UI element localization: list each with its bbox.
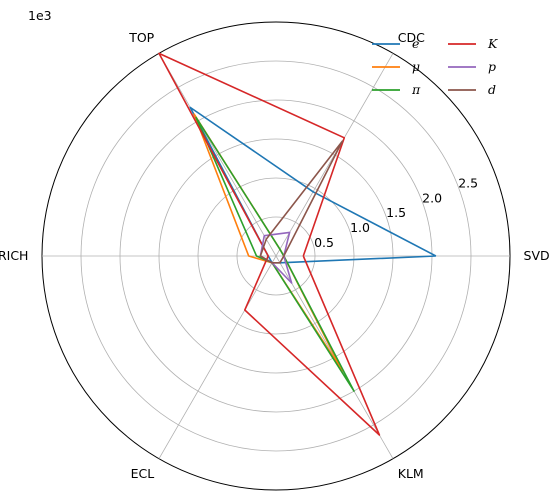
axis-label-klm: KLM <box>398 466 424 481</box>
radial-tick-label: 2.5 <box>458 175 478 190</box>
series-line-3 <box>158 52 381 436</box>
radial-multiplier-label: 1e3 <box>28 8 52 23</box>
radial-tick-label: 2.0 <box>422 190 442 205</box>
radial-tick-label: 0.5 <box>314 235 334 250</box>
legend: eμπ Kpd <box>372 36 498 97</box>
legend-label-2: π <box>411 82 421 97</box>
legend-label-5: d <box>488 82 496 97</box>
series-line-2 <box>195 116 355 392</box>
axis-label-ecl: ECL <box>131 466 155 481</box>
axis-label-top: TOP <box>128 30 154 45</box>
legend-label-0: e <box>412 36 419 51</box>
axis-label-arich: ARICH <box>0 248 28 263</box>
series-lines <box>158 52 437 436</box>
axis-label-svd: SVD <box>524 248 550 263</box>
legend-label-3: K <box>487 36 498 51</box>
spoke-top <box>158 53 277 257</box>
radial-tick-labels: 0.5 1.0 1.5 2.0 2.5 <box>314 175 478 250</box>
series-line-0 <box>189 106 437 264</box>
axis-label-cdc: CDC <box>398 30 425 45</box>
radial-tick-label: 1.0 <box>350 220 370 235</box>
legend-label-4: p <box>488 59 496 74</box>
radial-tick-label: 1.5 <box>386 205 406 220</box>
spoke-cdc <box>275 53 394 257</box>
spoke-ecl <box>158 255 277 459</box>
series-line-5 <box>259 140 344 264</box>
legend-label-1: μ <box>412 59 420 74</box>
radar-spokes <box>42 53 510 459</box>
axis-labels: SVD CDC TOP ARICH ECL KLM <box>0 30 550 481</box>
spoke-klm <box>275 255 394 459</box>
